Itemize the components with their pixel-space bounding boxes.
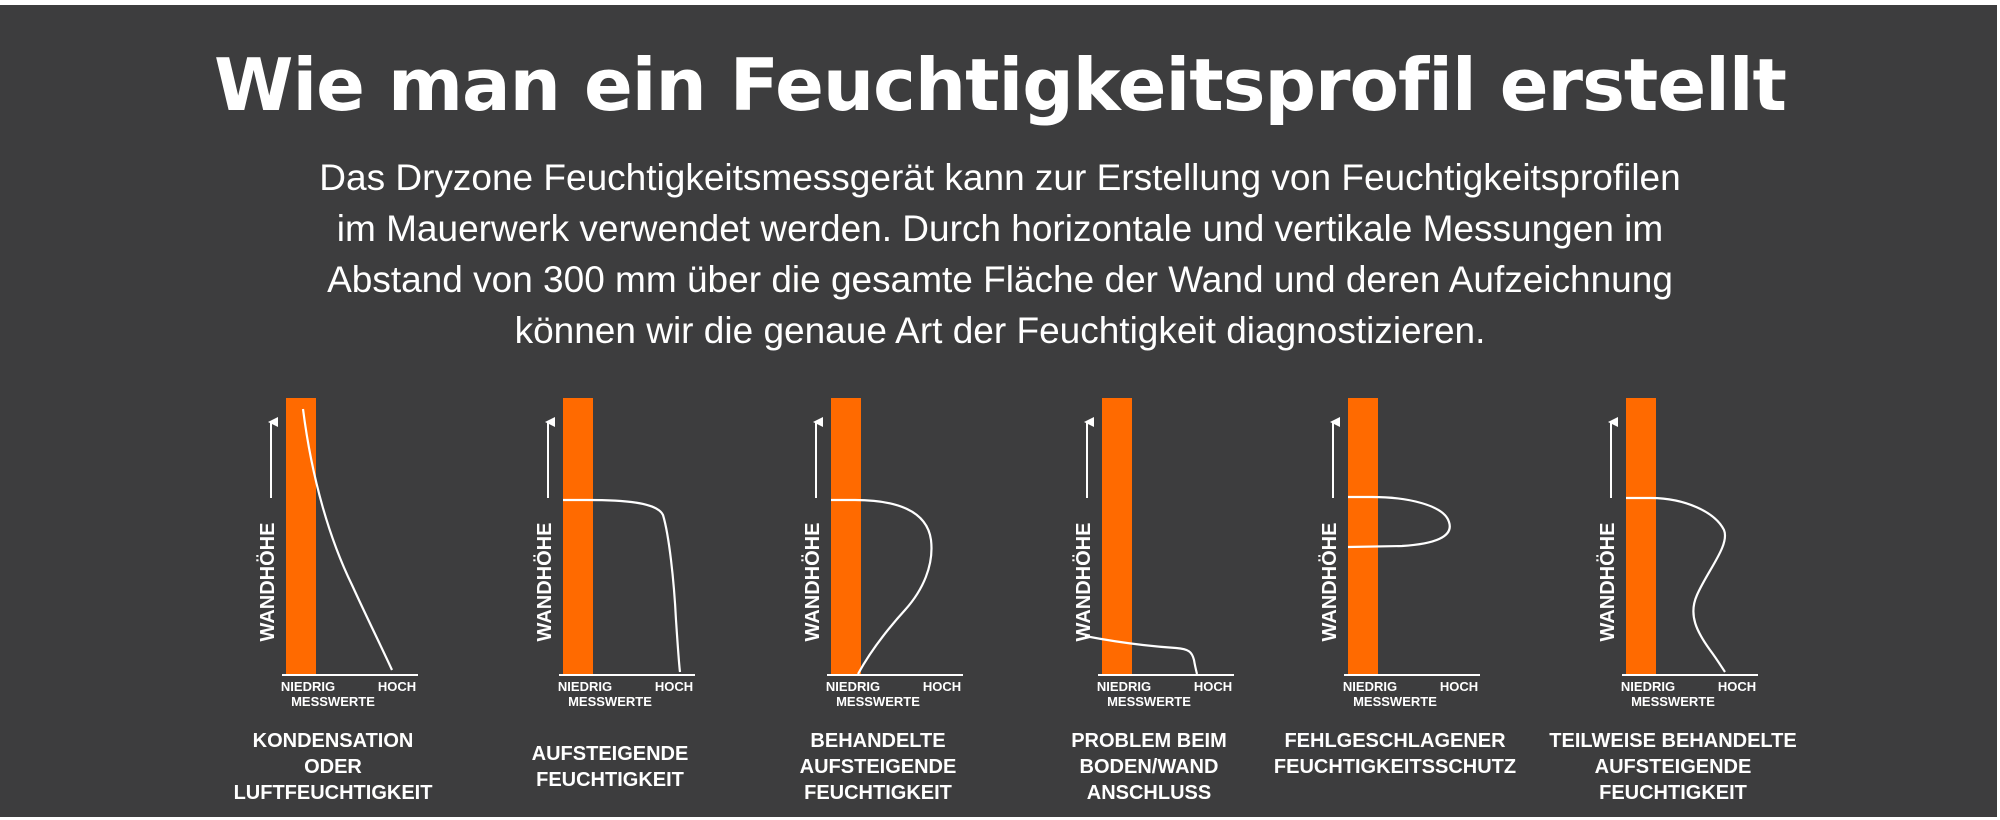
moisture-curve	[301, 408, 394, 671]
x-axis-label: MESSWERTE	[1631, 694, 1715, 709]
y-axis-label: WANDHÖHE	[1072, 523, 1095, 642]
caption-line: ODER	[304, 756, 362, 778]
y-axis-label: WANDHÖHE	[1318, 523, 1341, 642]
caption-line: FEUCHTIGKEITSSCHUTZ	[1273, 756, 1517, 778]
caption-line: PROBLEM BEIM	[1071, 730, 1227, 752]
x-axis-label: MESSWERTE	[291, 694, 375, 709]
caption-line: BEHANDELTE	[810, 730, 946, 752]
profile-diagram-rising-damp: WANDHÖHE NIEDRIG HOCH MESSWERTE	[533, 398, 695, 709]
profile-diagram-floor-junction: WANDHÖHE NIEDRIG HOCH MESSWERTE	[1072, 398, 1234, 709]
intro-paragraph: Das Dryzone Feuchtigkeitsmessgerät kann …	[230, 152, 1770, 356]
intro-line: im Mauerwerk verwendet werden. Durch hor…	[336, 208, 1664, 249]
caption-line: AUFSTEIGENDE	[799, 756, 957, 778]
x-axis-label: MESSWERTE	[836, 694, 920, 709]
x-axis-label: MESSWERTE	[1107, 694, 1191, 709]
caption-line: ANSCHLUSS	[1086, 782, 1212, 804]
x-axis-label: MESSWERTE	[1353, 694, 1437, 709]
caption-line: FEUCHTIGKEIT	[1599, 782, 1747, 804]
caption-floor-junction: PROBLEM BEIM BODEN/WAND ANSCHLUSS	[999, 728, 1299, 806]
caption-treated-rising-damp: BEHANDELTE AUFSTEIGENDE FEUCHTIGKEIT	[728, 728, 1028, 806]
moisture-curve	[1347, 495, 1451, 549]
caption-rising-damp: AUFSTEIGENDE FEUCHTIGKEIT	[460, 741, 760, 793]
x-axis-low-label: NIEDRIG	[1621, 679, 1675, 694]
y-axis-label: WANDHÖHE	[1596, 523, 1619, 642]
x-axis-low-label: NIEDRIG	[281, 679, 335, 694]
wall-bar	[1626, 398, 1656, 674]
wall-bar	[1348, 398, 1378, 674]
x-axis-low-label: NIEDRIG	[1097, 679, 1151, 694]
y-axis-label: WANDHÖHE	[256, 523, 279, 642]
x-axis-label: MESSWERTE	[568, 694, 652, 709]
wall-bar	[1102, 398, 1132, 674]
x-axis-high-label: HOCH	[1718, 679, 1756, 694]
intro-line: Das Dryzone Feuchtigkeitsmessgerät kann …	[319, 157, 1681, 198]
profile-diagram-condensation: WANDHÖHE NIEDRIG HOCH MESSWERTE	[256, 398, 418, 709]
x-axis-low-label: NIEDRIG	[558, 679, 612, 694]
x-axis-high-label: HOCH	[1440, 679, 1478, 694]
caption-failed-dpc: FEHLGESCHLAGENER FEUCHTIGKEITSSCHUTZ	[1245, 728, 1545, 780]
caption-condensation: KONDENSATION ODER LUFTFEUCHTIGKEIT	[183, 728, 483, 806]
caption-line: TEILWEISE BEHANDELTE	[1549, 730, 1797, 752]
caption-line: KONDENSATION	[252, 730, 414, 752]
wall-bar	[563, 398, 593, 674]
wall-bar	[286, 398, 316, 674]
moisture-curve	[1626, 496, 1727, 673]
profile-diagram-failed-dpc: WANDHÖHE NIEDRIG HOCH MESSWERTE	[1318, 398, 1480, 709]
x-axis-high-label: HOCH	[923, 679, 961, 694]
caption-line: AUFSTEIGENDE	[1594, 756, 1752, 778]
wall-bar	[831, 398, 861, 674]
x-axis-low-label: NIEDRIG	[1343, 679, 1397, 694]
profile-diagram-partially-treated: WANDHÖHE NIEDRIG HOCH MESSWERTE	[1596, 398, 1758, 709]
caption-line: LUFTFEUCHTIGKEIT	[233, 782, 433, 804]
page-title: Wie man ein Feuchtigkeitsprofil erstellt	[214, 43, 1787, 127]
moisture-curve	[831, 498, 933, 675]
caption-line: FEUCHTIGKEIT	[536, 769, 684, 791]
moisture-curve	[563, 498, 682, 673]
x-axis-high-label: HOCH	[378, 679, 416, 694]
intro-line: können wir die genaue Art der Feuchtigke…	[514, 310, 1486, 351]
x-axis-high-label: HOCH	[1194, 679, 1232, 694]
y-axis-label: WANDHÖHE	[801, 523, 824, 642]
caption-line: BODEN/WAND	[1079, 756, 1219, 778]
moisture-curve	[1084, 634, 1199, 675]
caption-partially-treated: TEILWEISE BEHANDELTE AUFSTEIGENDE FEUCHT…	[1523, 728, 1823, 806]
background-panel	[0, 5, 1997, 817]
x-axis-high-label: HOCH	[655, 679, 693, 694]
intro-line: Abstand von 300 mm über die gesamte Fläc…	[327, 259, 1673, 300]
profile-diagram-treated-rising-damp: WANDHÖHE NIEDRIG HOCH MESSWERTE	[801, 398, 963, 709]
y-axis-label: WANDHÖHE	[533, 523, 556, 642]
caption-line: FEUCHTIGKEIT	[804, 782, 952, 804]
caption-line: AUFSTEIGENDE	[531, 743, 689, 765]
x-axis-low-label: NIEDRIG	[826, 679, 880, 694]
caption-line: FEHLGESCHLAGENER	[1284, 730, 1506, 752]
